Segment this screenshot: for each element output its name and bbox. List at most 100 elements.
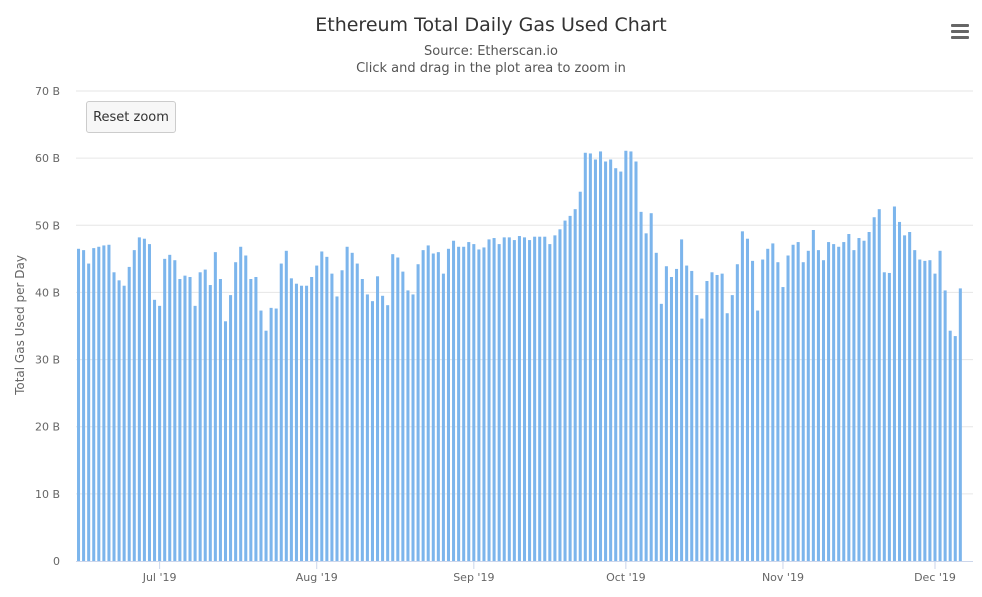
bar[interactable] [583, 152, 587, 561]
bar[interactable] [477, 249, 481, 561]
reset-zoom-button[interactable]: Reset zoom [86, 101, 176, 133]
hamburger-menu-icon[interactable] [945, 20, 975, 44]
bar[interactable] [827, 242, 831, 561]
bar[interactable] [381, 295, 385, 561]
bar[interactable] [482, 247, 486, 561]
bar[interactable] [208, 285, 212, 561]
bar[interactable] [340, 270, 344, 561]
bar[interactable] [862, 240, 866, 562]
bar[interactable] [178, 279, 182, 561]
bar[interactable] [629, 151, 633, 561]
bar[interactable] [168, 254, 172, 561]
bar[interactable] [325, 256, 329, 561]
bar[interactable] [218, 279, 222, 561]
bar[interactable] [269, 307, 273, 561]
bar[interactable] [745, 238, 749, 561]
bar[interactable] [249, 279, 253, 561]
bar[interactable] [396, 257, 400, 561]
bar[interactable] [599, 151, 603, 561]
bar[interactable] [487, 239, 491, 561]
bar[interactable] [300, 285, 304, 561]
bar[interactable] [639, 211, 643, 562]
bar[interactable] [796, 242, 800, 561]
bar[interactable] [533, 236, 537, 561]
bar[interactable] [421, 250, 425, 561]
bar[interactable] [751, 260, 755, 561]
bar[interactable] [852, 250, 856, 561]
bar[interactable] [568, 215, 572, 561]
bar[interactable] [289, 278, 293, 561]
bar[interactable] [294, 283, 298, 561]
bar[interactable] [137, 237, 141, 561]
bar[interactable] [234, 262, 238, 561]
bar[interactable] [938, 250, 942, 562]
bar[interactable] [705, 281, 709, 561]
bar[interactable] [92, 248, 96, 562]
bar[interactable] [781, 287, 785, 561]
bar[interactable] [837, 246, 841, 561]
bar[interactable] [492, 238, 496, 562]
bar[interactable] [452, 240, 456, 562]
bar[interactable] [898, 221, 902, 561]
bar[interactable] [740, 231, 744, 561]
bar[interactable] [386, 305, 390, 561]
bar[interactable] [680, 239, 684, 561]
bar[interactable] [766, 248, 770, 562]
bar[interactable] [315, 265, 319, 561]
bar[interactable] [644, 233, 648, 561]
bar[interactable] [426, 245, 430, 561]
bar[interactable] [320, 251, 324, 561]
bar[interactable] [543, 236, 547, 561]
bar[interactable] [553, 235, 557, 562]
bar[interactable] [933, 273, 937, 561]
bar[interactable] [619, 171, 623, 561]
bar[interactable] [112, 272, 116, 561]
bar[interactable] [842, 242, 846, 561]
bar[interactable] [467, 242, 471, 561]
bar[interactable] [715, 274, 719, 561]
bar[interactable] [391, 254, 395, 561]
bar[interactable] [274, 308, 278, 561]
bar[interactable] [573, 209, 577, 562]
bar[interactable] [198, 272, 202, 561]
bar[interactable] [558, 229, 562, 561]
bar[interactable] [690, 270, 694, 561]
bar[interactable] [223, 321, 228, 561]
bar[interactable] [528, 240, 532, 561]
bar[interactable] [360, 279, 364, 561]
bar[interactable] [213, 252, 217, 561]
bar[interactable] [259, 310, 263, 561]
bar[interactable] [436, 252, 440, 561]
bar[interactable] [147, 244, 151, 561]
bar[interactable] [335, 296, 339, 561]
bar[interactable] [771, 243, 775, 561]
bar[interactable] [107, 244, 111, 561]
bar[interactable] [710, 272, 714, 561]
bar[interactable] [614, 168, 618, 561]
bar[interactable] [700, 318, 704, 561]
bar[interactable] [624, 150, 628, 561]
bar[interactable] [87, 263, 91, 561]
bar[interactable] [654, 252, 658, 561]
bar[interactable] [695, 295, 699, 561]
bar[interactable] [411, 294, 415, 561]
bar[interactable] [284, 250, 288, 562]
bar[interactable] [244, 255, 248, 562]
bar[interactable] [497, 244, 501, 561]
bar[interactable] [958, 288, 962, 561]
bar[interactable] [816, 250, 820, 561]
bar[interactable] [588, 153, 592, 561]
bar[interactable] [725, 313, 729, 561]
bar[interactable] [664, 266, 668, 561]
bar[interactable] [578, 191, 582, 561]
bar[interactable] [948, 330, 952, 561]
bar[interactable] [801, 262, 805, 561]
bar[interactable] [867, 232, 871, 561]
bar[interactable] [355, 263, 359, 561]
bar[interactable] [649, 213, 653, 561]
bar[interactable] [675, 268, 679, 561]
bar[interactable] [517, 236, 521, 561]
bar[interactable] [82, 250, 86, 561]
bar[interactable] [720, 273, 724, 561]
